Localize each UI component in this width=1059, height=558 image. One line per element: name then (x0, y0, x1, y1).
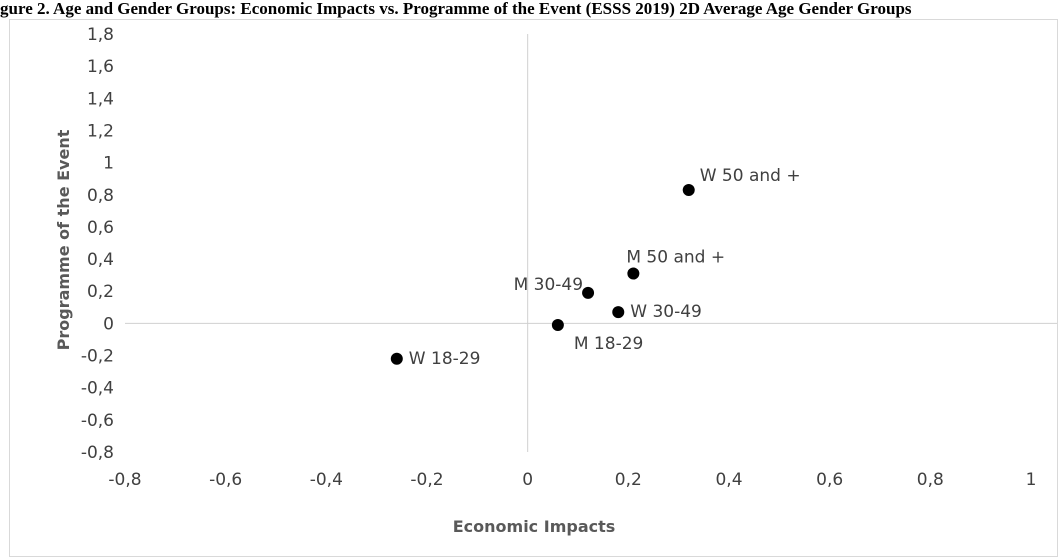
y-tick-label: 1 (103, 154, 114, 174)
x-tick-label: -0,8 (108, 470, 141, 490)
y-tick-label: 1,4 (87, 89, 114, 109)
data-label: M 50 and + (626, 248, 725, 268)
y-tick-label: 1,6 (87, 57, 114, 77)
y-tick-label: -0,4 (81, 379, 114, 399)
data-points (390, 183, 695, 365)
x-tick-label: 0 (522, 470, 533, 490)
data-label: W 50 and + (700, 166, 801, 186)
y-tick-labels: -0,8 -0,6 -0,4 -0,2 0 0,2 0,4 0,6 0,8 1 1,2 1,4 1,6 1… (81, 25, 114, 463)
y-tick-label: 0,2 (87, 282, 114, 302)
data-label: M 30-49 (514, 275, 583, 295)
data-point (582, 286, 595, 299)
axes (125, 34, 1057, 452)
chart-border (9, 19, 1058, 557)
x-tick-label: -0,6 (209, 470, 242, 490)
y-tick-label: -0,2 (81, 347, 114, 367)
data-label: M 18-29 (574, 334, 643, 354)
y-tick-label: 0,4 (87, 250, 114, 270)
x-tick-labels: -0,8 -0,6 -0,4 -0,2 0 0,2 0,4 0,6 0,8 1 (108, 470, 1036, 490)
y-tick-label: 0,8 (87, 186, 114, 206)
x-tick-label: 0,2 (615, 470, 642, 490)
data-point (627, 267, 640, 280)
x-tick-label: 0,8 (917, 470, 944, 490)
y-tick-label: 0,6 (87, 218, 114, 238)
data-point (551, 318, 564, 331)
x-axis-title: Economic Impacts (453, 517, 616, 536)
data-label: W 18-29 (409, 349, 481, 369)
y-tick-label: -0,6 (81, 411, 114, 431)
data-label: W 30-49 (630, 302, 702, 322)
data-point (682, 183, 695, 196)
data-point (612, 306, 625, 319)
x-tick-label: -0,4 (310, 470, 343, 490)
x-tick-label: 1 (1026, 470, 1037, 490)
data-labels: W 50 and + M 50 and + M 30-49 W 30-49 M 18-2… (409, 166, 801, 369)
y-tick-label: -0,8 (81, 443, 114, 463)
x-tick-label: 0,6 (816, 470, 843, 490)
chart-title: gure 2. Age and Gender Groups: Economic … (0, 0, 912, 18)
y-tick-label: 0 (103, 314, 114, 334)
y-axis-title: Programme of the Event (54, 129, 73, 350)
x-tick-label: -0,2 (410, 470, 443, 490)
x-tick-label: 0,4 (715, 470, 742, 490)
y-tick-label: 1,8 (87, 25, 114, 45)
data-point (390, 352, 403, 365)
y-tick-label: 1,2 (87, 121, 114, 141)
